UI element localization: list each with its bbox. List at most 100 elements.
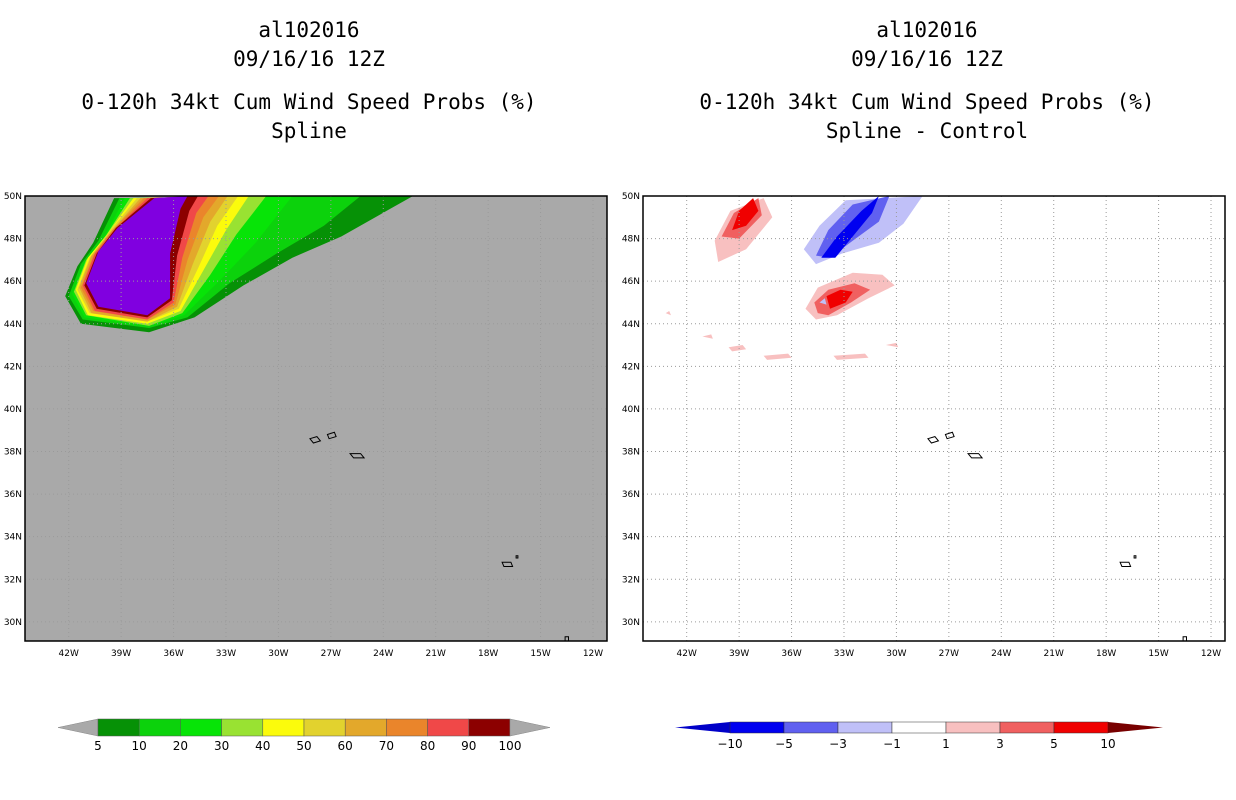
map-background xyxy=(643,196,1225,641)
lat-tick-label: 40N xyxy=(4,405,22,415)
lon-tick-label: 33W xyxy=(834,649,854,659)
gridlines xyxy=(643,196,1225,641)
island-outline xyxy=(927,436,940,444)
lat-tick-label: 38N xyxy=(622,448,640,458)
colorbar-label: −10 xyxy=(717,737,742,751)
lon-tick-label: 39W xyxy=(111,649,131,659)
contour-level-5 xyxy=(732,198,759,231)
colorbar-bin xyxy=(729,721,785,734)
colorbar-label: 5 xyxy=(94,739,102,753)
lat-tick-label: 44N xyxy=(622,320,640,330)
lat-tick-label: 38N xyxy=(4,448,22,458)
lat-tick-label: 32N xyxy=(622,575,640,585)
colorbar-under-triangle xyxy=(675,722,730,733)
colorbar-bin xyxy=(386,718,428,737)
colorbar-label: 80 xyxy=(420,739,435,753)
colorbar-label: 50 xyxy=(296,739,311,753)
colorbar-bin xyxy=(945,721,1001,734)
colorbar-bin xyxy=(783,721,839,734)
island-outline xyxy=(501,561,514,567)
coastlines xyxy=(309,431,569,642)
lon-tick-label: 21W xyxy=(426,649,446,659)
colorbar-label: 10 xyxy=(1100,737,1115,751)
island-outline xyxy=(967,453,984,459)
lon-tick-label: 27W xyxy=(321,649,341,659)
lon-tick-label: 36W xyxy=(163,649,183,659)
storm-id: al102016 xyxy=(876,18,978,42)
lat-tick-label: 42N xyxy=(4,362,22,372)
lat-tick-label: 44N xyxy=(4,320,22,330)
lon-tick-label: 33W xyxy=(216,649,236,659)
storm-id: al102016 xyxy=(258,18,360,42)
spline-minus-control-panel: 42W 39W 36W 33W 30W 27W 24W 21W 18W 15W 12W 30N 32N 3… xyxy=(622,192,1226,751)
coastlines xyxy=(927,431,1187,642)
lon-tick-label: 15W xyxy=(1148,649,1168,659)
product-title: 0-120h 34kt Cum Wind Speed Probs (%) xyxy=(81,90,537,114)
lat-tick-label: 48N xyxy=(622,235,640,245)
colorbar-bin xyxy=(344,718,387,737)
contour-level-1 xyxy=(665,311,671,316)
lon-tick-label: 27W xyxy=(939,649,959,659)
init-time: 09/16/16 12Z xyxy=(233,47,385,71)
colorbar-bin xyxy=(180,718,222,737)
lon-tick-label: 30W xyxy=(886,649,906,659)
lat-tick-label: 36N xyxy=(622,490,640,500)
colorbar-label: 90 xyxy=(461,739,476,753)
product-title: 0-120h 34kt Cum Wind Speed Probs (%) xyxy=(699,90,1155,114)
contour-level-100 xyxy=(86,196,188,316)
lon-tick-label: 15W xyxy=(530,649,550,659)
colorbar-label: 1 xyxy=(942,737,950,751)
colorbar-label: −1 xyxy=(883,737,901,751)
lon-tick-label: 18W xyxy=(1096,649,1116,659)
map-frame xyxy=(24,195,608,642)
colorbar-label: 3 xyxy=(996,737,1004,751)
contour-level-1 xyxy=(885,342,899,348)
lat-tick-label: 34N xyxy=(622,533,640,543)
contour-level-5 xyxy=(826,289,853,309)
contour-level-1 xyxy=(728,345,747,352)
island-outline xyxy=(349,453,366,459)
colorbar-under-triangle xyxy=(57,718,99,737)
lat-tick-label: 34N xyxy=(4,533,22,543)
colorbar-over-triangle xyxy=(509,718,551,737)
colorbar-label: −5 xyxy=(775,737,793,751)
island-outline xyxy=(1133,555,1137,559)
colorbar-bin xyxy=(221,718,264,737)
colorbar-bin xyxy=(837,721,893,734)
colorbar-label: 60 xyxy=(338,739,353,753)
colorbar-label: 5 xyxy=(1050,737,1058,751)
island-outline xyxy=(944,431,955,440)
colorbar-bin xyxy=(138,718,181,737)
colorbar: 5 10 20 30 40 50 60 70 80 90 100 xyxy=(57,718,551,753)
lon-tick-label: 18W xyxy=(478,649,498,659)
colorbar-bin xyxy=(97,718,140,737)
colorbar-over-triangle xyxy=(1108,722,1163,733)
lat-tick-label: 48N xyxy=(4,235,22,245)
island-outline xyxy=(1119,561,1132,567)
colorbar-label: 20 xyxy=(173,739,188,753)
island-outline xyxy=(515,555,519,559)
contour-level-neg5 xyxy=(821,196,879,258)
colorbar-label: 100 xyxy=(499,739,522,753)
method-label: Spline xyxy=(271,119,347,143)
method-label: Spline - Control xyxy=(825,119,1029,143)
colorbar-bin xyxy=(999,721,1055,734)
probability-fill-layer xyxy=(665,196,923,360)
colorbar-label: 30 xyxy=(214,739,229,753)
lon-tick-label: 42W xyxy=(59,649,79,659)
lat-tick-label: 30N xyxy=(622,618,640,628)
lon-tick-label: 36W xyxy=(781,649,801,659)
colorbar-bin xyxy=(427,718,470,737)
lon-tick-label: 30W xyxy=(268,649,288,659)
lat-tick-label: 50N xyxy=(4,192,22,202)
lat-tick-label: 32N xyxy=(4,575,22,585)
colorbar-label: −3 xyxy=(829,737,847,751)
lon-tick-label: 42W xyxy=(677,649,697,659)
lat-tick-label: 46N xyxy=(622,277,640,287)
colorbar-bin xyxy=(468,718,511,737)
lon-tick-label: 12W xyxy=(1201,649,1221,659)
lat-tick-label: 50N xyxy=(622,192,640,202)
contour-level-neg1 xyxy=(819,298,827,305)
init-time: 09/16/16 12Z xyxy=(851,47,1003,71)
colorbar-bin xyxy=(303,718,346,737)
